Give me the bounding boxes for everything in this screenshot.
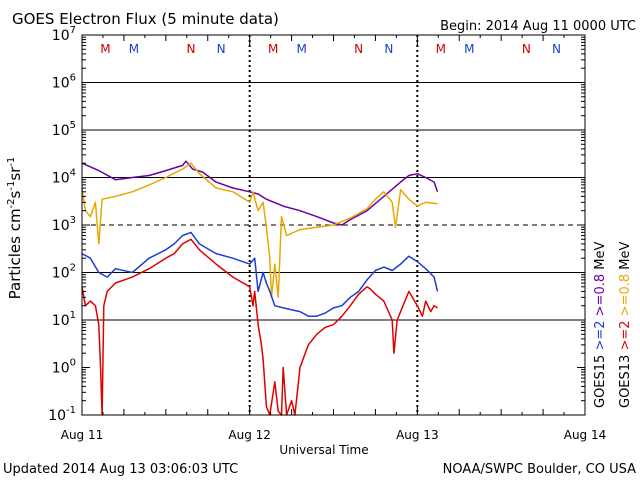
mn-marker-label: M xyxy=(268,42,278,56)
mn-marker-label: N xyxy=(354,42,363,56)
x-tick-label: Aug 13 xyxy=(396,428,439,442)
y-axis-label: Particles cm-2s-1sr-1 xyxy=(6,157,24,300)
x-tick-label: Aug 12 xyxy=(228,428,271,442)
mn-marker-label: M xyxy=(100,42,110,56)
legend-unit: MeV xyxy=(618,242,633,270)
legend-energy: >=0.8 xyxy=(593,270,608,317)
series-line-goes15-0-8-mev xyxy=(81,160,439,226)
legend-unit: MeV xyxy=(593,242,608,270)
y-tick-label: 103 xyxy=(52,215,76,234)
y-axis-label-part: s xyxy=(6,190,24,198)
mn-marker-label: N xyxy=(552,42,561,56)
legend-row-2: GOES13 >=2 >=0.8 MeV xyxy=(618,242,633,408)
legend-energy: >=2 xyxy=(618,316,633,350)
x-axis-label: Universal Time xyxy=(279,443,368,457)
series-line-goes13-0-8-mev xyxy=(81,162,438,299)
legend-energy: >=0.8 xyxy=(618,270,633,317)
legend-instrument: GOES15 xyxy=(593,351,608,408)
y-tick-label: 107 xyxy=(52,25,76,44)
y-axis-label-part: Particles cm xyxy=(6,208,24,299)
x-tick-label: Aug 14 xyxy=(564,428,607,442)
y-tick-label: 102 xyxy=(52,263,76,282)
mn-marker-label: N xyxy=(384,42,393,56)
y-axis-label-part: -2 xyxy=(6,198,17,208)
y-tick-label: 100 xyxy=(52,358,76,377)
y-tick-label: 105 xyxy=(52,120,76,139)
y-tick-label: 10-1 xyxy=(48,405,76,424)
mn-marker-label: N xyxy=(186,42,195,56)
legend-row-1: GOES15 >=2 >=0.8 MeV xyxy=(593,242,608,408)
y-axis-label-part: sr xyxy=(6,166,24,181)
y-tick-exponent: 7 xyxy=(70,25,76,36)
y-tick-base: 10 xyxy=(52,28,70,44)
legend-energy: >=2 xyxy=(593,316,608,350)
credit-label: NOAA/SWPC Boulder, CO USA xyxy=(443,462,636,477)
y-tick-label: 104 xyxy=(52,168,76,187)
y-tick-exponent: -1 xyxy=(66,405,76,416)
begin-time-label: Begin: 2014 Aug 11 0000 UTC xyxy=(440,19,636,34)
series-layer xyxy=(81,160,439,416)
y-tick-label: 106 xyxy=(52,73,76,92)
series-line-goes13-2-mev xyxy=(81,238,438,416)
y-tick-exponent: 6 xyxy=(70,73,76,84)
y-axis-label-part: -1 xyxy=(6,181,17,191)
y-tick-base: 10 xyxy=(52,76,70,92)
mn-marker-label: M xyxy=(464,42,474,56)
y-tick-base: 10 xyxy=(52,266,70,282)
y-axis-label-part: -1 xyxy=(6,157,17,167)
y-tick-base: 10 xyxy=(52,313,70,329)
mn-marker-label: M xyxy=(436,42,446,56)
x-tick-label: Aug 11 xyxy=(61,428,104,442)
y-tick-exponent: 5 xyxy=(70,120,76,131)
mn-marker-label: M xyxy=(296,42,306,56)
mn-marker-label: N xyxy=(217,42,226,56)
y-tick-base: 10 xyxy=(48,408,66,424)
legend-instrument: GOES13 xyxy=(618,351,633,408)
y-tick-base: 10 xyxy=(52,361,70,377)
mn-marker-label: N xyxy=(522,42,531,56)
y-tick-exponent: 3 xyxy=(70,215,76,226)
y-tick-base: 10 xyxy=(52,218,70,234)
y-tick-exponent: 1 xyxy=(70,310,76,321)
series-line-goes15-2-mev xyxy=(81,231,439,317)
y-tick-label: 101 xyxy=(52,310,76,329)
y-tick-exponent: 4 xyxy=(70,168,76,179)
y-tick-base: 10 xyxy=(52,171,70,187)
y-tick-exponent: 0 xyxy=(70,358,76,369)
updated-timestamp: Updated 2014 Aug 13 03:06:03 UTC xyxy=(3,462,238,477)
chart-title: GOES Electron Flux (5 minute data) xyxy=(12,10,279,28)
y-tick-base: 10 xyxy=(52,123,70,139)
mn-marker-label: M xyxy=(129,42,139,56)
y-tick-exponent: 2 xyxy=(70,263,76,274)
